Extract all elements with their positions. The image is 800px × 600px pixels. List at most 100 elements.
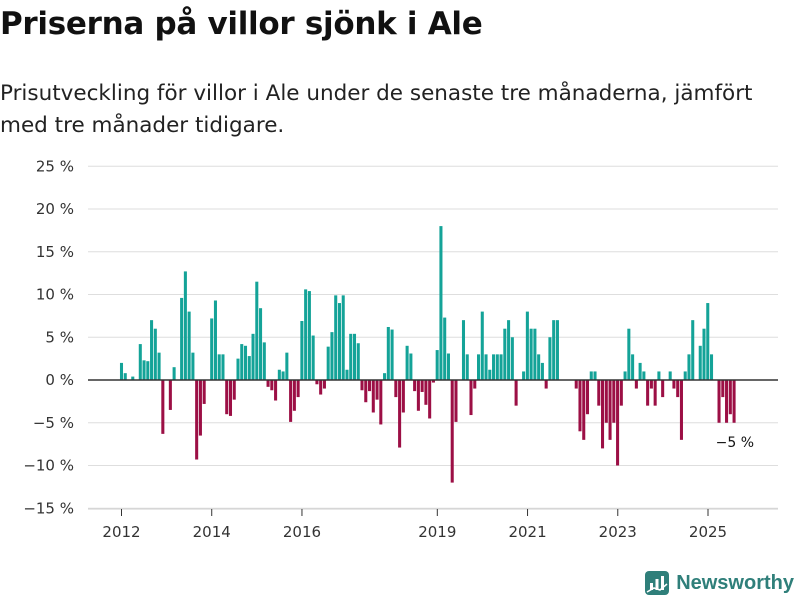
bar <box>435 350 439 380</box>
bar <box>360 380 364 391</box>
bar <box>240 344 244 380</box>
bar <box>243 345 248 380</box>
bar <box>210 318 214 380</box>
bar <box>319 380 323 395</box>
bar <box>668 371 672 380</box>
bar <box>398 380 402 448</box>
bar <box>608 380 612 440</box>
bar <box>488 369 492 380</box>
bar <box>180 297 184 380</box>
bar <box>698 345 702 380</box>
bar <box>631 354 635 380</box>
bar <box>578 380 582 432</box>
bar <box>439 226 443 380</box>
bar <box>499 354 503 380</box>
bar <box>492 354 496 380</box>
bar <box>589 371 593 380</box>
bar <box>228 380 233 416</box>
bar <box>138 344 142 380</box>
bar <box>484 354 488 380</box>
bar <box>593 371 597 380</box>
chart-subtitle: Prisutveckling för villor i Ale under de… <box>0 81 753 138</box>
bar <box>247 356 251 380</box>
bar <box>198 380 202 436</box>
y-axis-tick-labels: −15 % −10 % −5 % 0 % 5 % 10 % 15 % 20 % 25 % <box>23 157 74 517</box>
bar <box>679 380 683 440</box>
bar <box>424 380 428 405</box>
bar <box>405 345 409 380</box>
newsworthy-logo[interactable]: Newsworthy <box>644 570 794 596</box>
bar <box>413 380 417 392</box>
bar <box>529 328 533 380</box>
bar <box>390 329 394 381</box>
bar <box>416 380 420 411</box>
bar <box>168 380 172 410</box>
bar <box>315 380 319 385</box>
bar <box>601 380 605 449</box>
bar <box>352 333 357 380</box>
x-tick-label: 2019 <box>418 523 456 541</box>
bar <box>364 380 368 403</box>
y-tick-label: 20 % <box>36 200 74 218</box>
y-tick-label: 10 % <box>36 286 74 304</box>
bar <box>642 371 646 380</box>
bar <box>480 311 484 380</box>
bar <box>507 320 511 380</box>
bar <box>259 308 263 380</box>
x-tick-label: 2025 <box>689 523 727 541</box>
bar <box>274 380 278 401</box>
bar <box>676 380 680 398</box>
bar <box>544 380 548 389</box>
y-tick-label: −5 % <box>33 414 74 432</box>
bar <box>161 380 165 434</box>
bar <box>213 300 217 381</box>
bar <box>510 337 514 380</box>
bar <box>262 342 266 380</box>
bar <box>649 380 653 389</box>
bar <box>638 362 642 380</box>
x-tick-label: 2016 <box>283 523 321 541</box>
bar <box>420 380 424 392</box>
bar <box>202 380 206 404</box>
bar <box>289 380 293 422</box>
bar <box>525 311 529 380</box>
bar <box>702 328 706 380</box>
bar <box>236 358 240 381</box>
bar <box>732 380 736 423</box>
bar <box>300 321 304 380</box>
bar-series <box>119 226 736 483</box>
bar <box>461 320 466 380</box>
bar <box>725 380 729 423</box>
bar <box>612 380 616 423</box>
bar <box>597 380 601 406</box>
bar <box>503 328 507 380</box>
bar <box>131 376 135 380</box>
bar <box>386 326 390 380</box>
bar <box>334 295 338 381</box>
bar <box>383 373 387 380</box>
bar <box>514 380 518 406</box>
bar <box>277 369 281 380</box>
newsworthy-logo-icon <box>645 571 670 595</box>
bar <box>183 271 187 380</box>
bar <box>330 332 334 380</box>
bar <box>465 354 469 380</box>
bar <box>379 380 383 425</box>
grid-lines <box>88 165 778 509</box>
bar <box>634 380 638 389</box>
bar <box>672 380 676 389</box>
newsworthy-logo-text: Newsworthy <box>676 571 794 594</box>
bar <box>356 343 360 381</box>
y-tick-label: −10 % <box>23 457 74 475</box>
bar <box>604 380 608 423</box>
bar <box>285 352 289 380</box>
bar <box>221 354 225 380</box>
x-tick-label: 2014 <box>193 523 231 541</box>
bar <box>371 380 375 413</box>
bar <box>469 380 473 416</box>
bar <box>653 380 657 406</box>
bar <box>225 380 229 415</box>
bar <box>616 380 620 466</box>
bar <box>375 380 379 400</box>
x-axis: 2012 2014 2016 2019 2021 2023 2025 <box>88 508 778 541</box>
